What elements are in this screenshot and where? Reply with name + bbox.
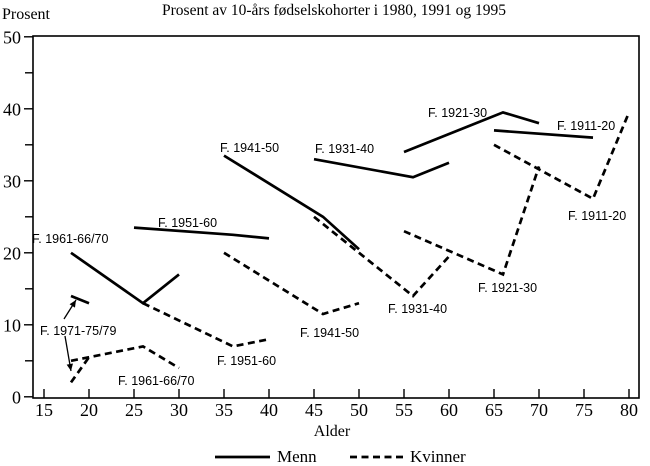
cohort-label-kvinner-f-1961-66-70: F. 1961-66/70 [118,374,194,388]
cohort-label-menn-f-1911-20: F. 1911-20 [557,119,615,133]
x-tick-label-45: 45 [305,400,323,420]
series-line-menn-f-1941-50 [223,154,360,251]
annotation-arrowhead-1 [66,363,73,371]
series-line-menn-f-1911-20 [493,129,594,139]
cohort-label-kvinner-f-1911-20: F. 1911-20 [568,209,626,223]
x-tick-label-75: 75 [575,400,593,420]
x-tick-label-65: 65 [485,400,503,420]
series-line-kvinner-f-1951-60 [142,301,270,348]
cohort-label-menn-f-1941-50: F. 1941-50 [220,141,279,155]
x-tick-label-55: 55 [395,400,413,420]
cohort-label-menn-f-1931-40: F. 1931-40 [315,142,374,156]
x-tick-label-40: 40 [260,400,278,420]
series-line-kvinner-f-1941-50 [223,251,360,316]
x-tick-label-60: 60 [440,400,458,420]
plot-frame [32,35,640,399]
axis-ticks: 15 20 25 30 35 40 45 50 55 60 65 70 75 80 0 10 20 30 40 50 [3,27,638,420]
cohort-label-kvinner-f-1951-60: F. 1951-60 [217,354,276,368]
series-line-menn-f-1951-60 [133,226,270,240]
y-tick-label-10: 10 [3,315,21,335]
series-line-kvinner-f-1971-75-79 [69,356,91,384]
cohort-label-menn-f-1961-66-70: F. 1961-66/70 [32,232,108,246]
x-axis-title: Alder [314,423,351,440]
cohort-label-menn-f-1921-30: F. 1921-30 [428,106,487,120]
legend: Menn Kvinner [215,447,466,466]
y-tick-label-50: 50 [3,27,21,47]
y-tick-label-40: 40 [3,99,21,119]
x-tick-label-30: 30 [170,400,188,420]
data-series [69,110,631,384]
x-tick-label-20: 20 [80,400,98,420]
y-axis-title: Prosent [2,6,51,23]
x-tick-label-35: 35 [215,400,233,420]
annotation-arrowhead-0 [69,300,76,308]
x-tick-label-70: 70 [530,400,548,420]
y-tick-label-0: 0 [12,387,21,407]
legend-kvinner-label: Kvinner [410,447,466,466]
series-line-kvinner-f-1961-66-70 [70,344,180,370]
annotation-label-f-1971-75-79: F. 1971-75/79 [40,324,116,338]
x-tick-label-50: 50 [350,400,368,420]
x-tick-label-15: 15 [35,400,53,420]
cohort-label-kvinner-f-1941-50: F. 1941-50 [300,326,359,340]
cohort-label-kvinner-f-1921-30: F. 1921-30 [478,281,537,295]
y-tick-label-30: 30 [3,171,21,191]
series-line-kvinner-f-1921-30 [403,165,541,277]
legend-menn-label: Menn [277,447,317,466]
chart-title: Prosent av 10-års fødselskohorter i 1980… [162,2,506,19]
cohort-labels: F. 1961-66/70 F. 1951-60 F. 1941-50 F. 1931… [32,106,626,388]
y-tick-label-20: 20 [3,243,21,263]
series-line-menn-f-1971-75-79 [70,294,90,305]
series-line-menn-f-1961-66-70 [70,251,180,305]
x-tick-label-80: 80 [620,400,638,420]
series-line-menn-f-1921-30 [403,110,540,154]
shared-annotation: F. 1971-75/79 [40,299,116,372]
x-tick-label-25: 25 [125,400,143,420]
series-line-kvinner-f-1931-40 [313,215,450,298]
cohort-label-menn-f-1951-60: F. 1951-60 [158,216,217,230]
series-line-menn-f-1931-40 [313,157,450,179]
cohort-label-kvinner-f-1931-40: F. 1931-40 [388,302,447,316]
series-line-kvinner-f-1911-20 [493,111,631,201]
